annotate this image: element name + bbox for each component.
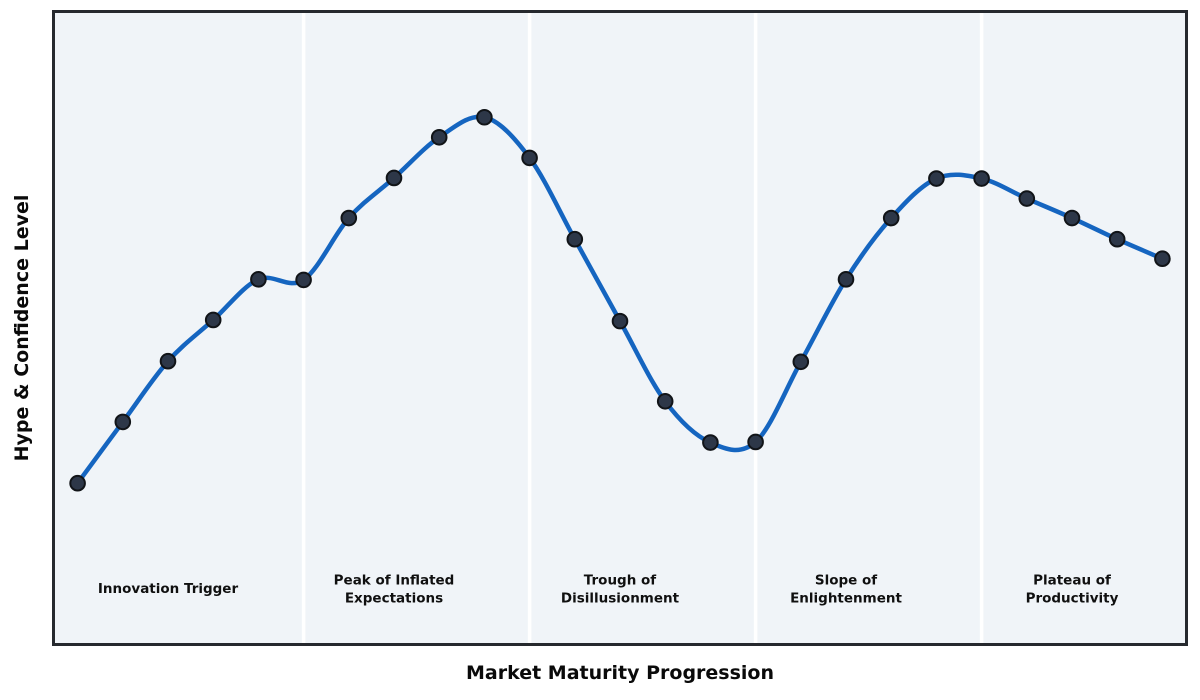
data-point-marker (1063, 209, 1081, 227)
hype-curve (75, 114, 1165, 486)
y-axis-label: Hype & Confidence Level (11, 194, 33, 462)
data-point-marker (611, 312, 629, 330)
data-point-marker (566, 230, 584, 248)
hype-cycle-chart (69, 13, 1171, 643)
data-point-marker (928, 170, 945, 187)
data-point-marker (1018, 190, 1036, 207)
x-axis-label: Market Maturity Progression (465, 662, 775, 684)
data-point-marker (204, 311, 222, 329)
data-point-marker (250, 271, 267, 288)
data-point-marker (114, 413, 132, 431)
data-point-marker (159, 352, 177, 370)
data-point-marker (747, 433, 764, 451)
data-point-marker (837, 271, 855, 288)
data-point-marker (1108, 230, 1126, 248)
data-point-marker (882, 209, 900, 227)
data-point-marker (702, 434, 719, 451)
data-point-marker (656, 393, 674, 410)
data-point-marker (973, 170, 990, 187)
data-point-marker (69, 474, 86, 492)
data-point-marker (340, 209, 358, 227)
data-point-marker (1154, 250, 1171, 267)
data-point-marker (521, 149, 538, 167)
data-point-marker (430, 128, 448, 146)
data-point-marker (792, 353, 810, 371)
data-point-marker (295, 271, 312, 289)
data-point-marker (476, 108, 493, 126)
plot-area: Innovation Trigger Peak of Inflated Expec… (52, 10, 1188, 646)
data-point-marker (385, 169, 403, 187)
